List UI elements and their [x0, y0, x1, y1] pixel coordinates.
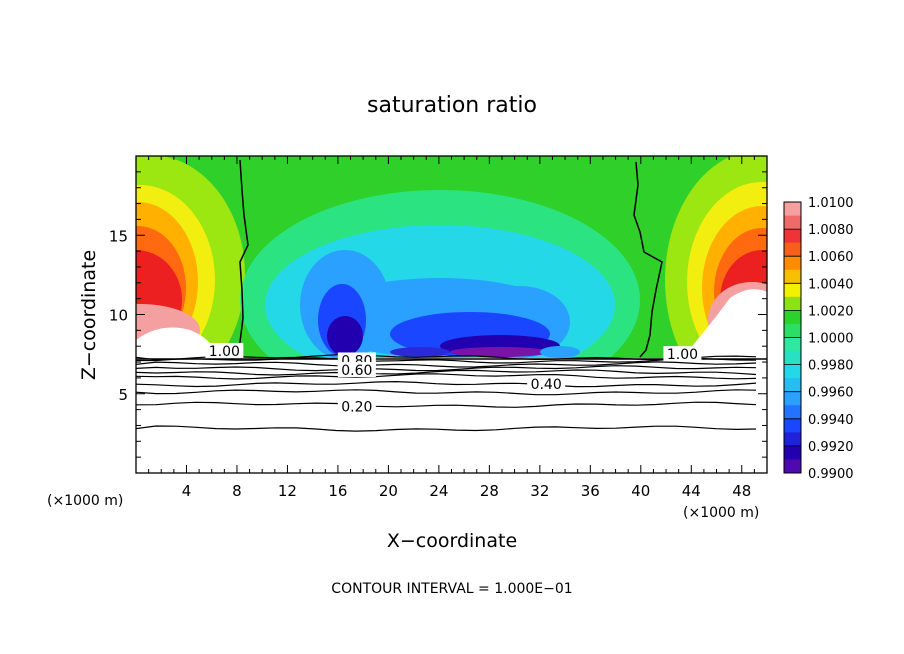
field-patch: [680, 289, 767, 360]
contour-line: [136, 369, 757, 376]
chart-title: saturation ratio: [367, 93, 537, 118]
contour-label-background: [205, 342, 244, 358]
contour-label: 0.60: [341, 363, 372, 379]
contour-line: [136, 361, 757, 368]
contour-line: [136, 401, 757, 408]
x-axis-unit-left: (×1000 m): [47, 493, 123, 509]
colorbar-label: 1.0040: [808, 277, 854, 292]
contour-line: [136, 389, 757, 396]
colorbar-label: 1.0000: [808, 332, 854, 347]
x-tick-label: 36: [581, 482, 600, 500]
footer-note: CONTOUR INTERVAL = 1.000E−01: [331, 581, 572, 597]
contour-label: 1.00: [209, 344, 240, 360]
colorbar-segment: [784, 405, 801, 420]
colorbar: 1.0100 1.0080 1.0060 1.0040 1.0020 1.0000 0.99…: [783, 196, 854, 482]
contour-line: [136, 365, 757, 372]
colorbar-segment: [784, 418, 801, 433]
contour-label-background: [527, 376, 566, 392]
colorbar-segment: [784, 364, 801, 379]
x-tick-label: 48: [732, 482, 751, 500]
x-tick-label: 16: [328, 482, 347, 500]
field-patch: [136, 327, 222, 360]
colorbar-label: 0.9940: [808, 413, 854, 428]
field-patch: [390, 347, 450, 357]
colorbar-label: 0.9920: [808, 440, 854, 455]
colorbar-segment: [784, 215, 801, 230]
colorbar-label: 1.0080: [808, 223, 854, 238]
colorbar-segment: [784, 323, 801, 338]
y-tick-label: 15: [109, 227, 128, 245]
colorbar-label: 0.9960: [808, 386, 854, 401]
colorbar-segment: [784, 256, 801, 271]
colorbar-segment: [784, 283, 801, 298]
colorbar-segment: [784, 391, 801, 406]
colorbar-segment: [784, 202, 801, 217]
colorbar-segment: [784, 378, 801, 393]
x-axis-label: X−coordinate: [387, 530, 517, 552]
colorbar-segment: [784, 229, 801, 244]
contour-line: [633, 161, 663, 358]
colorbar-segment: [784, 269, 801, 284]
colorbar-label: 0.9980: [808, 359, 854, 374]
contour-label: 1.00: [667, 347, 698, 363]
colorbar-label: 1.0060: [808, 250, 854, 265]
x-tick-label: 32: [530, 482, 549, 500]
contour-line: [136, 373, 757, 380]
lower-region: [136, 358, 767, 473]
contour-label-background: [663, 346, 702, 362]
plot-area: 1.000.800.600.400.201.00: [136, 156, 767, 473]
contour-label-background: [337, 398, 376, 414]
x-tick-label: 24: [429, 482, 448, 500]
x-axis-unit-right: (×1000 m): [683, 505, 759, 521]
contour-line: [136, 425, 757, 432]
lower-contours: [136, 354, 757, 432]
contour-label-background: [337, 361, 376, 377]
contour-labels: 1.000.800.600.400.201.00: [205, 342, 702, 415]
colorbar-segment: [784, 351, 801, 366]
x-tick-label: 28: [480, 482, 499, 500]
x-tick-label: 40: [631, 482, 650, 500]
x-tick-label: 12: [278, 482, 297, 500]
colorbar-segment: [784, 432, 801, 447]
field-patch: [540, 346, 580, 358]
contour-label: 0.40: [531, 377, 562, 393]
y-tick-label: 10: [109, 307, 128, 325]
y-tick-label: 5: [118, 386, 128, 404]
x-tick-label: 8: [232, 482, 242, 500]
y-axis-label: Z−coordinate: [78, 250, 100, 380]
contour-line: [136, 380, 757, 388]
contour-line: [136, 357, 757, 364]
colorbar-segment: [784, 310, 801, 325]
field-patch: [327, 316, 363, 356]
colorbar-segment: [784, 459, 801, 474]
x-tick-label: 20: [379, 482, 398, 500]
colorbar-label: 1.0020: [808, 304, 854, 319]
colorbar-segment: [784, 337, 801, 352]
x-tick-label: 44: [682, 482, 701, 500]
colorbar-segment: [784, 242, 801, 257]
contour-label: 0.20: [341, 399, 372, 415]
contour-line: [235, 159, 249, 357]
colorbar-segment: [784, 445, 801, 460]
field-patch: [450, 347, 550, 357]
x-tick-label: 4: [182, 482, 192, 500]
colorbar-segment: [784, 296, 801, 311]
colorbar-label: 1.0100: [808, 196, 854, 211]
colorbar-label: 0.9900: [808, 467, 854, 482]
